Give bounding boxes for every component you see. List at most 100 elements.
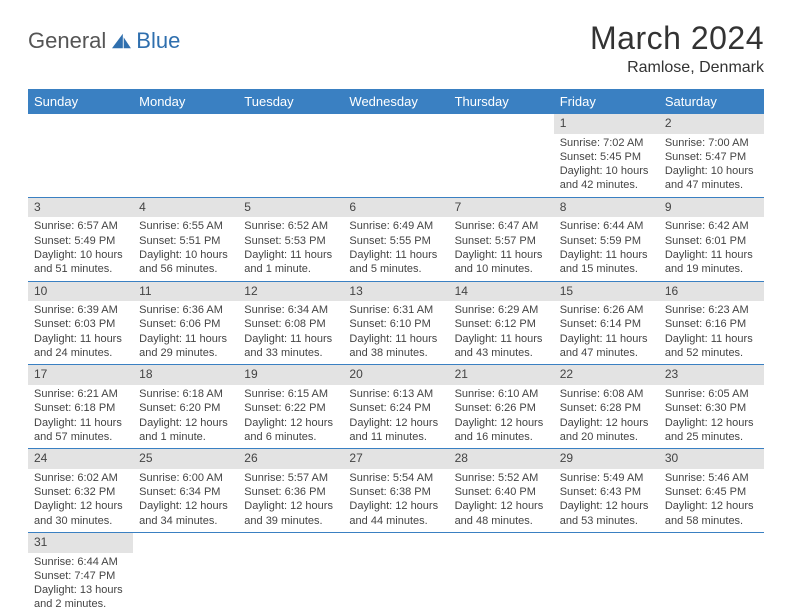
day-number <box>238 533 343 553</box>
day-body: Sunrise: 5:57 AMSunset: 6:36 PMDaylight:… <box>238 469 343 532</box>
day-line: and 6 minutes. <box>244 430 337 444</box>
day-line: Sunrise: 6:44 AM <box>34 555 127 569</box>
day-line: Daylight: 12 hours <box>455 416 548 430</box>
day-line: and 16 minutes. <box>455 430 548 444</box>
calendar-cell: 2Sunrise: 7:00 AMSunset: 5:47 PMDaylight… <box>659 114 764 197</box>
calendar-cell <box>238 532 343 615</box>
day-line: Sunset: 6:28 PM <box>560 401 653 415</box>
day-body: Sunrise: 6:52 AMSunset: 5:53 PMDaylight:… <box>238 217 343 280</box>
day-number: 30 <box>659 449 764 469</box>
day-line: and 39 minutes. <box>244 514 337 528</box>
day-line: Sunrise: 6:18 AM <box>139 387 232 401</box>
day-line: Daylight: 12 hours <box>560 416 653 430</box>
calendar-cell: 7Sunrise: 6:47 AMSunset: 5:57 PMDaylight… <box>449 197 554 281</box>
day-line: and 42 minutes. <box>560 178 653 192</box>
day-line: and 2 minutes. <box>34 597 127 611</box>
day-line: Daylight: 11 hours <box>244 248 337 262</box>
day-line: Daylight: 10 hours <box>560 164 653 178</box>
day-body <box>659 553 764 559</box>
day-line: and 19 minutes. <box>665 262 758 276</box>
day-line: Sunrise: 5:54 AM <box>349 471 442 485</box>
day-line: Daylight: 11 hours <box>560 332 653 346</box>
calendar-cell: 15Sunrise: 6:26 AMSunset: 6:14 PMDayligh… <box>554 281 659 365</box>
day-body: Sunrise: 6:39 AMSunset: 6:03 PMDaylight:… <box>28 301 133 364</box>
col-sunday: Sunday <box>28 89 133 114</box>
day-number: 2 <box>659 114 764 134</box>
day-line: Sunset: 5:55 PM <box>349 234 442 248</box>
day-line: and 29 minutes. <box>139 346 232 360</box>
calendar-cell: 1Sunrise: 7:02 AMSunset: 5:45 PMDaylight… <box>554 114 659 197</box>
title-block: March 2024 Ramlose, Denmark <box>590 20 764 77</box>
day-body <box>28 134 133 140</box>
day-line: Sunrise: 6:00 AM <box>139 471 232 485</box>
calendar-cell <box>449 114 554 197</box>
day-number: 26 <box>238 449 343 469</box>
day-number: 10 <box>28 282 133 302</box>
day-line: Daylight: 12 hours <box>139 416 232 430</box>
day-body: Sunrise: 6:31 AMSunset: 6:10 PMDaylight:… <box>343 301 448 364</box>
day-number: 29 <box>554 449 659 469</box>
day-line: Daylight: 10 hours <box>139 248 232 262</box>
day-line: Sunset: 6:38 PM <box>349 485 442 499</box>
location: Ramlose, Denmark <box>590 59 764 77</box>
day-number <box>133 114 238 134</box>
day-line: Sunrise: 6:42 AM <box>665 219 758 233</box>
day-number: 15 <box>554 282 659 302</box>
day-line: Daylight: 12 hours <box>244 416 337 430</box>
calendar-cell: 21Sunrise: 6:10 AMSunset: 6:26 PMDayligh… <box>449 365 554 449</box>
day-line: Sunset: 6:24 PM <box>349 401 442 415</box>
day-line: Daylight: 12 hours <box>455 499 548 513</box>
day-number <box>449 114 554 134</box>
day-line: and 52 minutes. <box>665 346 758 360</box>
calendar-cell: 13Sunrise: 6:31 AMSunset: 6:10 PMDayligh… <box>343 281 448 365</box>
day-body <box>343 553 448 559</box>
day-line: Daylight: 12 hours <box>139 499 232 513</box>
day-line: Sunrise: 6:13 AM <box>349 387 442 401</box>
day-line: and 56 minutes. <box>139 262 232 276</box>
day-line: Sunset: 6:14 PM <box>560 317 653 331</box>
day-number <box>554 533 659 553</box>
day-number: 19 <box>238 365 343 385</box>
day-line: and 30 minutes. <box>34 514 127 528</box>
day-line: Daylight: 11 hours <box>349 332 442 346</box>
day-number: 24 <box>28 449 133 469</box>
day-body <box>449 553 554 559</box>
day-number <box>28 114 133 134</box>
day-line: Sunrise: 6:29 AM <box>455 303 548 317</box>
day-number: 9 <box>659 198 764 218</box>
day-line: Sunrise: 6:52 AM <box>244 219 337 233</box>
day-line: Sunrise: 6:44 AM <box>560 219 653 233</box>
day-line: Daylight: 11 hours <box>665 248 758 262</box>
day-body: Sunrise: 6:13 AMSunset: 6:24 PMDaylight:… <box>343 385 448 448</box>
day-line: Sunrise: 5:49 AM <box>560 471 653 485</box>
day-body: Sunrise: 6:47 AMSunset: 5:57 PMDaylight:… <box>449 217 554 280</box>
day-body: Sunrise: 6:57 AMSunset: 5:49 PMDaylight:… <box>28 217 133 280</box>
day-line: Daylight: 12 hours <box>34 499 127 513</box>
day-body: Sunrise: 6:36 AMSunset: 6:06 PMDaylight:… <box>133 301 238 364</box>
day-line: Daylight: 12 hours <box>349 416 442 430</box>
day-body: Sunrise: 6:05 AMSunset: 6:30 PMDaylight:… <box>659 385 764 448</box>
day-line: Daylight: 12 hours <box>665 499 758 513</box>
day-line: Sunset: 6:06 PM <box>139 317 232 331</box>
day-body: Sunrise: 6:55 AMSunset: 5:51 PMDaylight:… <box>133 217 238 280</box>
day-line: Sunset: 6:36 PM <box>244 485 337 499</box>
day-body: Sunrise: 6:18 AMSunset: 6:20 PMDaylight:… <box>133 385 238 448</box>
calendar-cell <box>133 114 238 197</box>
day-number: 3 <box>28 198 133 218</box>
col-friday: Friday <box>554 89 659 114</box>
day-line: and 34 minutes. <box>139 514 232 528</box>
day-line: and 1 minute. <box>244 262 337 276</box>
day-number <box>449 533 554 553</box>
day-number <box>133 533 238 553</box>
day-line: Sunset: 6:01 PM <box>665 234 758 248</box>
month-title: March 2024 <box>590 20 764 57</box>
header-row: Sunday Monday Tuesday Wednesday Thursday… <box>28 89 764 114</box>
calendar-cell: 14Sunrise: 6:29 AMSunset: 6:12 PMDayligh… <box>449 281 554 365</box>
calendar-cell: 16Sunrise: 6:23 AMSunset: 6:16 PMDayligh… <box>659 281 764 365</box>
day-body: Sunrise: 6:15 AMSunset: 6:22 PMDaylight:… <box>238 385 343 448</box>
day-number: 28 <box>449 449 554 469</box>
day-body: Sunrise: 5:49 AMSunset: 6:43 PMDaylight:… <box>554 469 659 532</box>
day-line: Sunset: 6:10 PM <box>349 317 442 331</box>
day-line: and 33 minutes. <box>244 346 337 360</box>
day-line: and 48 minutes. <box>455 514 548 528</box>
